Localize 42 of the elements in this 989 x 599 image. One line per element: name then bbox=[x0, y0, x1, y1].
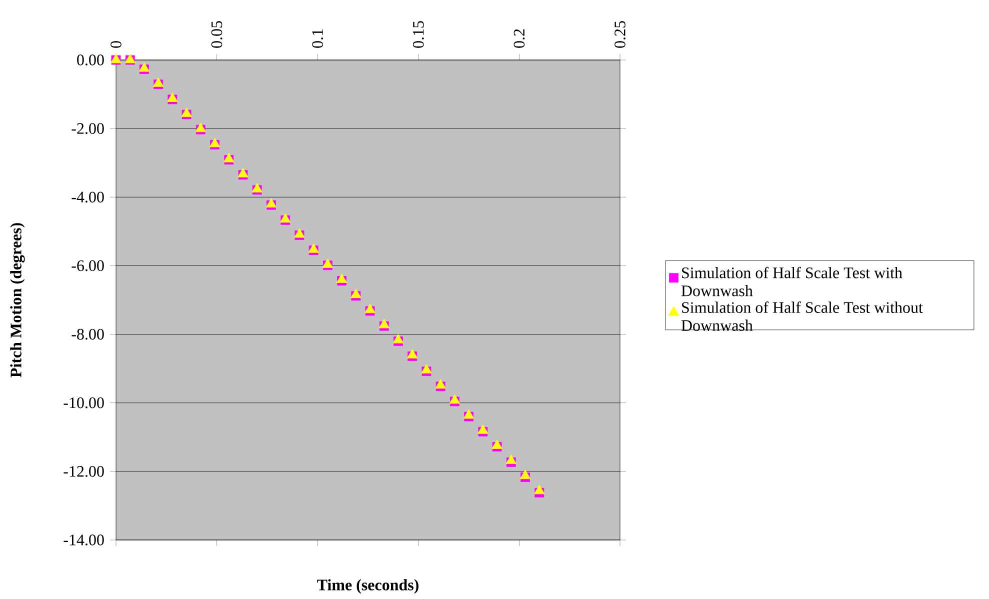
y-axis-title: Pitch Motion (degrees) bbox=[10, 223, 25, 378]
point bbox=[392, 334, 404, 344]
x-tick-label: 0.05 bbox=[211, 21, 222, 48]
x-tick-label: 0.25 bbox=[614, 21, 626, 48]
point bbox=[294, 228, 305, 238]
y-tick-label: -2.00 bbox=[72, 123, 104, 134]
point bbox=[308, 243, 319, 253]
y-tick-label: -6.00 bbox=[72, 260, 104, 272]
point bbox=[238, 168, 248, 178]
point bbox=[364, 304, 376, 314]
y-tick-label: -10.00 bbox=[64, 397, 104, 408]
y-tick-label: -8.00 bbox=[72, 328, 104, 340]
point bbox=[167, 92, 178, 102]
point bbox=[478, 424, 488, 434]
point bbox=[463, 409, 474, 419]
point bbox=[534, 484, 545, 494]
y-tick-label: 0.00 bbox=[77, 54, 104, 66]
point bbox=[336, 274, 348, 283]
legend-label: Simulation of Half Scale Test without Downwash bbox=[681, 302, 923, 331]
point bbox=[421, 364, 432, 374]
point bbox=[492, 440, 502, 449]
x-axis-title: Time (seconds) bbox=[317, 579, 418, 594]
point bbox=[138, 62, 150, 72]
point bbox=[350, 288, 362, 298]
point bbox=[449, 394, 460, 404]
legend-label: Simulation of Half Scale Test with Downwash bbox=[681, 266, 902, 296]
point bbox=[406, 349, 418, 358]
point bbox=[322, 258, 334, 268]
point bbox=[224, 152, 234, 162]
point bbox=[152, 77, 164, 87]
point bbox=[506, 454, 517, 464]
y-tick-label: -12.00 bbox=[64, 466, 104, 477]
point bbox=[252, 183, 263, 192]
point bbox=[435, 379, 446, 389]
y-tick-label: -4.00 bbox=[72, 192, 104, 203]
x-tick-label: 0.1 bbox=[312, 29, 324, 48]
y-tick-label: -14.00 bbox=[64, 534, 104, 546]
point bbox=[520, 470, 531, 480]
x-tick-label: 0 bbox=[110, 41, 122, 48]
point bbox=[378, 318, 390, 328]
x-tick-label: 0.15 bbox=[412, 21, 424, 48]
x-tick-label: 0.2 bbox=[514, 29, 525, 48]
